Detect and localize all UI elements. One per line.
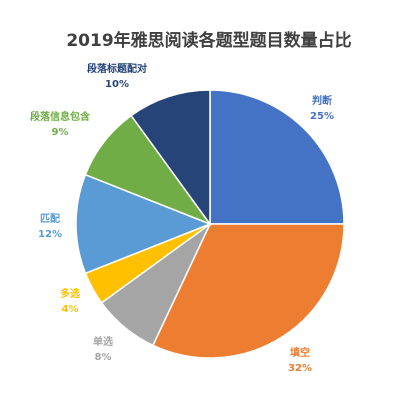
slice-label-name: 段落信息包含: [30, 110, 91, 123]
pie-slice-匹配: [75, 173, 213, 275]
chart-title: 2019年雅思阅读各题型题目数量占比: [66, 30, 351, 51]
slice-label-name: 单选: [93, 335, 113, 348]
slice-label-name: 段落标题配对: [87, 62, 147, 75]
pie-slice-段落标题配对: [130, 89, 211, 227]
slice-label-percent: 9%: [52, 127, 69, 138]
slice-label-percent: 32%: [288, 363, 312, 374]
slice-label-percent: 10%: [105, 79, 129, 90]
slice-label-name: 填空: [290, 346, 310, 359]
slice-label-percent: 25%: [310, 111, 334, 122]
slice-label-name: 匹配: [40, 213, 60, 225]
pie-slices: [75, 89, 345, 359]
pie-labels: 判断 25% 填空 32% 单选 8% 多选 4% 匹配 12% 段落信息包含 9% 段落标题配对 10%: [30, 62, 334, 374]
slice-label-percent: 12%: [38, 229, 62, 240]
slice-label-name: 判断: [312, 94, 332, 107]
pie-slice-判断: [209, 89, 345, 225]
slice-label-name: 多选: [60, 287, 80, 300]
pie-slice-填空: [151, 223, 345, 359]
slice-label-percent: 4%: [62, 304, 79, 315]
slice-label-percent: 8%: [95, 352, 112, 363]
